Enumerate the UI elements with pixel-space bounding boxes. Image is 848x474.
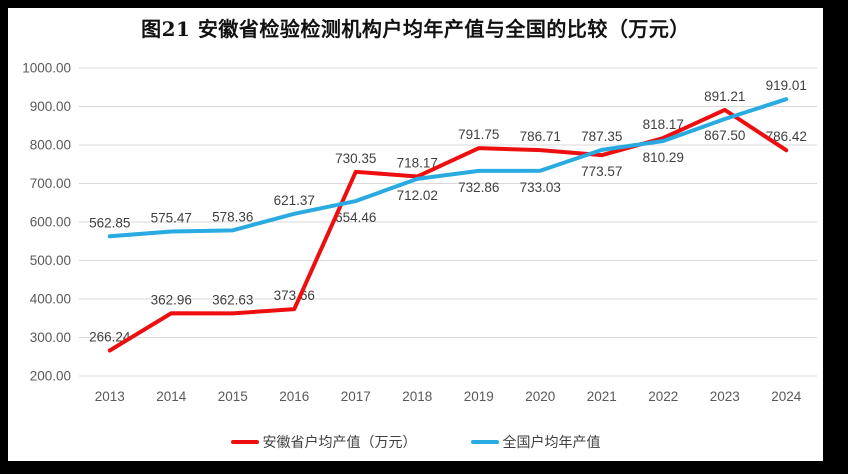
x-axis-tick-label: 2020 bbox=[525, 389, 555, 404]
data-label-series-0: 786.42 bbox=[766, 129, 807, 144]
data-label-series-1: 919.01 bbox=[766, 78, 807, 93]
legend-label-national: 全国户均年产值 bbox=[502, 434, 601, 450]
x-axis-tick-label: 2013 bbox=[95, 389, 125, 404]
y-axis-tick-label: 800.00 bbox=[30, 138, 71, 153]
data-label-series-0: 786.71 bbox=[520, 129, 561, 144]
series-line-0 bbox=[107, 107, 789, 353]
x-axis-tick-label: 2022 bbox=[648, 389, 678, 404]
data-label-series-0: 362.96 bbox=[151, 292, 192, 307]
x-axis-tick-label: 2018 bbox=[402, 389, 432, 404]
data-label-series-0: 791.75 bbox=[458, 127, 499, 142]
x-axis-tick-label: 2019 bbox=[464, 389, 494, 404]
x-axis-tick-label: 2016 bbox=[279, 389, 309, 404]
data-label-series-1: 732.86 bbox=[458, 180, 499, 195]
data-label-series-1: 787.35 bbox=[581, 129, 622, 144]
data-label-series-1: 621.37 bbox=[274, 193, 315, 208]
data-label-series-0: 718.17 bbox=[397, 156, 438, 171]
y-axis-tick-label: 700.00 bbox=[30, 176, 71, 191]
data-label-series-1: 578.36 bbox=[212, 209, 253, 224]
x-axis-tick-label: 2017 bbox=[341, 389, 371, 404]
y-axis-tick-label: 900.00 bbox=[30, 99, 71, 114]
y-axis-tick-label: 300.00 bbox=[30, 330, 71, 345]
data-label-series-0: 730.35 bbox=[335, 151, 376, 166]
series-line-1 bbox=[107, 97, 789, 239]
legend-item-national: 全国户均年产值 bbox=[470, 432, 601, 452]
data-label-series-1: 810.29 bbox=[643, 150, 684, 165]
data-label-series-0: 891.21 bbox=[704, 89, 745, 104]
red-line-marker bbox=[230, 440, 259, 444]
y-axis-tick-label: 400.00 bbox=[30, 292, 71, 307]
y-axis-tick-label: 200.00 bbox=[30, 369, 71, 384]
data-label-series-0: 773.57 bbox=[581, 164, 622, 179]
data-label-series-1: 562.85 bbox=[89, 215, 130, 230]
y-axis-tick-label: 600.00 bbox=[30, 215, 71, 230]
chart-legend: 安徽省户均产值（万元） 全国户均年产值 bbox=[8, 431, 823, 453]
y-axis-tick-label: 500.00 bbox=[30, 253, 71, 268]
data-label-series-0: 362.63 bbox=[212, 292, 253, 307]
data-label-series-1: 733.03 bbox=[520, 180, 561, 195]
y-axis-tick-label: 1000.00 bbox=[22, 61, 71, 76]
data-label-series-1: 575.47 bbox=[151, 210, 192, 225]
data-label-series-1: 867.50 bbox=[704, 128, 745, 143]
data-label-series-1: 712.02 bbox=[397, 188, 438, 203]
blue-line-marker bbox=[470, 440, 499, 444]
x-axis-tick-label: 2021 bbox=[587, 389, 617, 404]
x-axis-tick-label: 2014 bbox=[156, 389, 187, 404]
data-label-series-0: 818.17 bbox=[643, 117, 684, 132]
data-label-series-1: 654.46 bbox=[335, 210, 376, 225]
x-axis-tick-label: 2015 bbox=[218, 389, 248, 404]
chart-title: 图21 安徽省检验检测机构户均年产值与全国的比较（万元） bbox=[141, 17, 690, 41]
data-label-series-0: 373.66 bbox=[274, 288, 315, 303]
legend-item-anhui: 安徽省户均产值（万元） bbox=[230, 432, 417, 452]
data-label-series-0: 266.24 bbox=[89, 329, 131, 344]
legend-label-anhui: 安徽省户均产值（万元） bbox=[262, 434, 417, 450]
x-axis-tick-label: 2024 bbox=[771, 389, 802, 404]
x-axis-tick-label: 2023 bbox=[710, 389, 740, 404]
